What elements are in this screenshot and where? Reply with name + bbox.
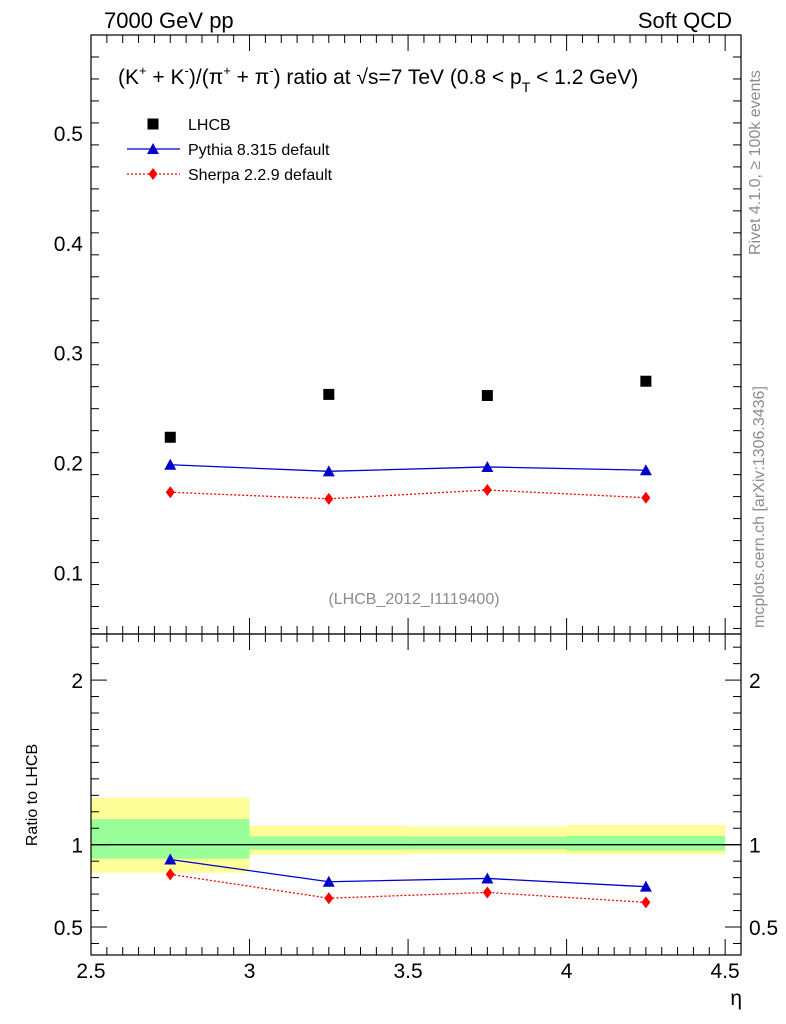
ratio-y-tick-label-right: 2 [749, 670, 761, 693]
y-tick-label: 0.1 [54, 563, 83, 586]
x-tick-label: 2.5 [76, 960, 105, 983]
y-tick-label: 0.3 [54, 343, 83, 366]
ratio-band-inner [91, 819, 250, 859]
main-triangle-data-point [322, 465, 335, 477]
main-square-data-point [640, 375, 652, 387]
main-square-data-point [164, 431, 176, 443]
ratio-triangle-data-point [322, 875, 335, 887]
ratio-y-tick-label-right: 1 [749, 835, 761, 858]
main-triangle-data-point [639, 464, 652, 476]
main-diamond-data-point [641, 491, 651, 504]
y-tick-label: 0.2 [54, 453, 83, 476]
ratio-triangle-data-point [639, 880, 652, 892]
analysis-watermark: (LHCB_2012_I1119400) [328, 591, 499, 608]
ratio-band-inner [566, 835, 726, 851]
legend-entry-label: Pythia 8.315 default [188, 142, 330, 159]
legend-entry-label: LHCB [188, 117, 231, 134]
ratio-y-tick-label: 0.5 [54, 917, 83, 940]
legend: LHCB Pythia 8.315 default Sherpa 2.2.9 def… [127, 117, 333, 184]
ratio-y-axis-label: Ratio to LHCB [24, 744, 41, 846]
legend-square-marker [147, 118, 159, 130]
header-left-label: 7000 GeV pp [104, 8, 234, 33]
x-tick-label: 3.5 [393, 960, 422, 983]
main-diamond-data-point [482, 484, 492, 497]
legend-entry-label: Sherpa 2.2.9 default [188, 167, 333, 184]
ratio-y-tick-label: 1 [71, 835, 83, 858]
text-layer: 7000 GeV pp Soft QCD (K+ + K-)/(π+ + π-)… [24, 8, 768, 1010]
ratio-band-inner [249, 836, 409, 850]
x-tick-label: 4 [561, 960, 573, 983]
ratio-triangle-data-point [164, 853, 177, 865]
header-right-label: Soft QCD [638, 8, 732, 33]
ratio-y-tick-label: 2 [71, 670, 83, 693]
legend-diamond-marker [148, 168, 158, 180]
data-layer [164, 375, 652, 909]
ratio-band-inner [408, 836, 567, 850]
axes-layer: 2.5 3 3.5 4 4.5 0.1 0.2 0.3 0.4 0.5 0.5 0.5 1 1 2 2 [54, 34, 778, 983]
ratio-plot-frame [90, 633, 742, 956]
y-tick-label: 0.5 [54, 123, 83, 146]
legend-triangle-marker [147, 143, 159, 154]
ratio-band-layer [91, 797, 726, 873]
plot-title: (K+ + K-)/(π+ + π-) ratio at √s=7 TeV (0… [118, 63, 638, 95]
main-triangle-data-point [481, 460, 494, 472]
main-diamond-data-point [165, 486, 175, 499]
main-diamond-series-line [170, 489, 646, 500]
main-square-data-point [323, 388, 335, 400]
y-tick-label: 0.4 [54, 233, 84, 256]
rivet-version-label: Rivet 4.1.0, ≥ 100k events [747, 70, 764, 255]
main-triangle-series-line [170, 464, 646, 472]
x-tick-label: 3 [244, 960, 256, 983]
ratio-diamond-data-point [324, 892, 334, 905]
ratio-triangle-series-line [170, 858, 646, 888]
ratio-diamond-series-line [170, 873, 646, 903]
main-diamond-data-point [324, 492, 334, 505]
x-tick-label: 4.5 [711, 960, 740, 983]
ratio-triangle-data-point [481, 872, 494, 884]
mcplots-label: mcplots.cern.ch [arXiv:1306.3436] [751, 386, 768, 628]
x-axis-label: η [730, 987, 742, 1010]
ratio-diamond-data-point [482, 886, 492, 899]
ratio-diamond-data-point [165, 868, 175, 881]
main-triangle-data-point [164, 458, 177, 470]
main-square-data-point [481, 389, 493, 401]
ratio-y-tick-label-right: 0.5 [749, 917, 778, 940]
ratio-diamond-data-point [641, 896, 651, 909]
